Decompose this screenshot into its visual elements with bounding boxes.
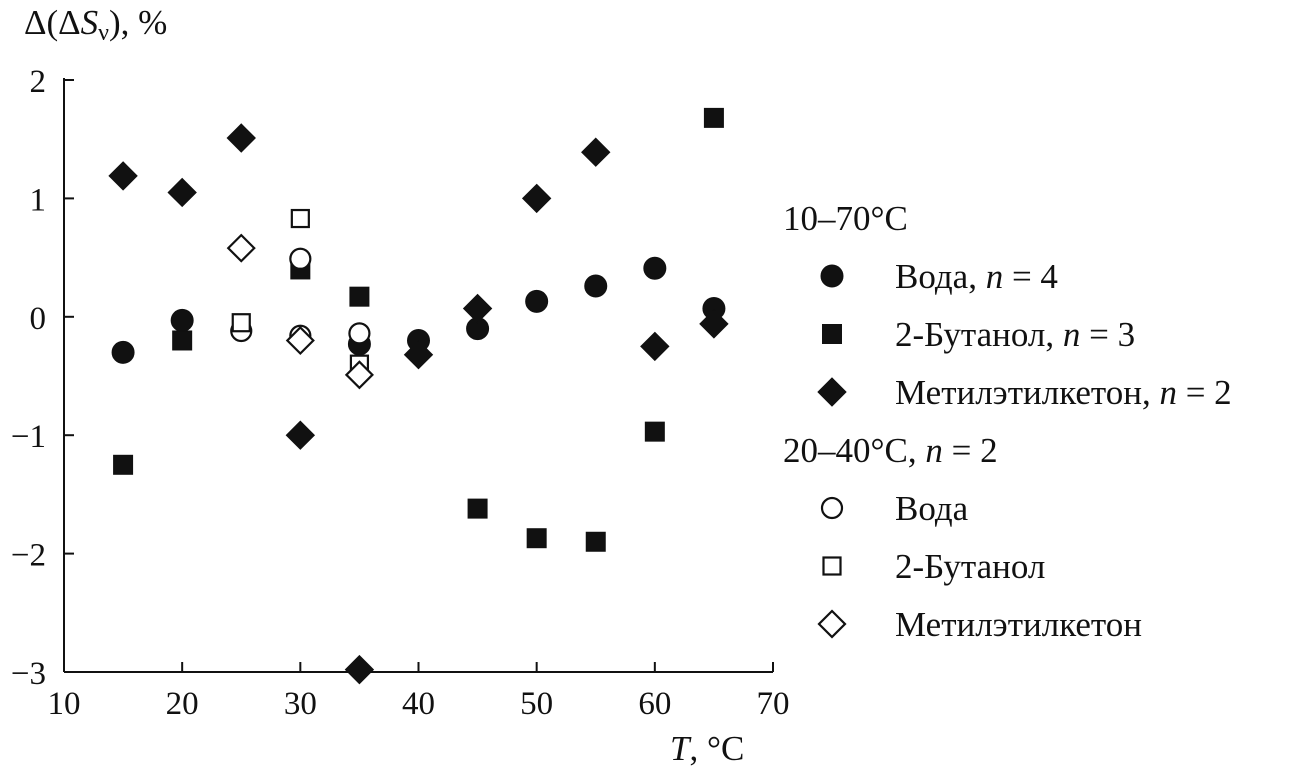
data-point-square-filled: [585, 531, 606, 552]
data-point-circle-filled: [170, 308, 194, 332]
data-point-square-filled: [644, 421, 665, 442]
y-tick-label: −2: [11, 538, 46, 574]
data-point-diamond-filled: [226, 123, 256, 153]
x-tick-label: 10: [48, 686, 81, 722]
data-point-circle-filled: [525, 289, 549, 313]
legend-entry-label: Метилэтилкетон: [895, 605, 1142, 644]
legend-entry-label: Метилэтилкетон, n = 2: [895, 373, 1232, 412]
legend-marker: [820, 496, 844, 520]
legend-group-title: 20–40°C, n = 2: [783, 431, 998, 470]
data-point-circle-open: [289, 247, 312, 270]
legend-entry-label: Вода: [895, 489, 969, 528]
legend-marker: [820, 264, 844, 288]
axes: [63, 78, 774, 673]
x-tick-label: 30: [284, 686, 317, 722]
data-point-diamond-filled: [699, 309, 729, 339]
data-point-diamond-filled: [640, 331, 670, 362]
data-point-diamond-filled: [285, 420, 316, 450]
data-point-diamond-filled: [167, 177, 197, 208]
x-tick-label: 40: [402, 686, 435, 722]
legend-entry-label: 2-Бутанол: [895, 547, 1045, 586]
data-point-square-filled: [349, 286, 370, 307]
legend-group-title: 10–70°C: [783, 199, 908, 238]
legend-marker: [817, 609, 847, 639]
legend-entry-label: Вода, n = 4: [895, 257, 1058, 296]
data-point-diamond-filled: [521, 183, 552, 214]
data-point-circle-filled: [643, 256, 667, 280]
x-tick-label: 20: [166, 686, 199, 722]
data-point-diamond-filled: [581, 137, 611, 167]
data-point-square-open: [290, 208, 310, 229]
x-tick-label: 60: [638, 686, 671, 722]
data-point-square-open: [231, 313, 251, 333]
data-point-diamond-filled: [108, 161, 138, 191]
y-tick-label: −3: [11, 656, 46, 692]
data-point-diamond-open: [226, 233, 256, 263]
legend: 10–70°C Вода, n = 4 2-Бутанол, n = 3 Метилэ…: [783, 199, 1232, 644]
y-tick-label: 0: [30, 301, 47, 337]
data-point-square-filled: [467, 498, 488, 519]
legend-marker: [822, 324, 842, 344]
y-axis-label: Δ(ΔSν), %: [24, 3, 167, 46]
data-marks: [108, 107, 729, 685]
legend-marker: [817, 377, 847, 407]
x-axis-label: T, °C: [670, 729, 744, 768]
x-tick-label: 50: [520, 686, 553, 722]
y-tick-label: −1: [11, 419, 46, 455]
y-tick-label: 1: [30, 182, 47, 218]
data-point-diamond-filled: [462, 293, 493, 324]
data-point-square-filled: [113, 454, 134, 475]
y-tick-label: 2: [30, 64, 47, 100]
data-point-diamond-open: [285, 325, 315, 356]
data-point-diamond-filled: [344, 654, 375, 685]
data-point-circle-open: [348, 322, 371, 345]
data-point-square-filled: [172, 330, 193, 351]
legend-marker: [822, 556, 842, 576]
data-point-circle-filled: [111, 340, 135, 364]
data-point-square-filled: [526, 528, 547, 549]
data-point-diamond-open: [344, 360, 374, 390]
data-point-circle-filled: [584, 274, 608, 298]
data-point-square-filled: [703, 107, 724, 128]
legend-entry-label: 2-Бутанол, n = 3: [895, 315, 1135, 354]
x-tick-label: 70: [757, 686, 790, 722]
data-point-diamond-filled: [403, 339, 434, 370]
